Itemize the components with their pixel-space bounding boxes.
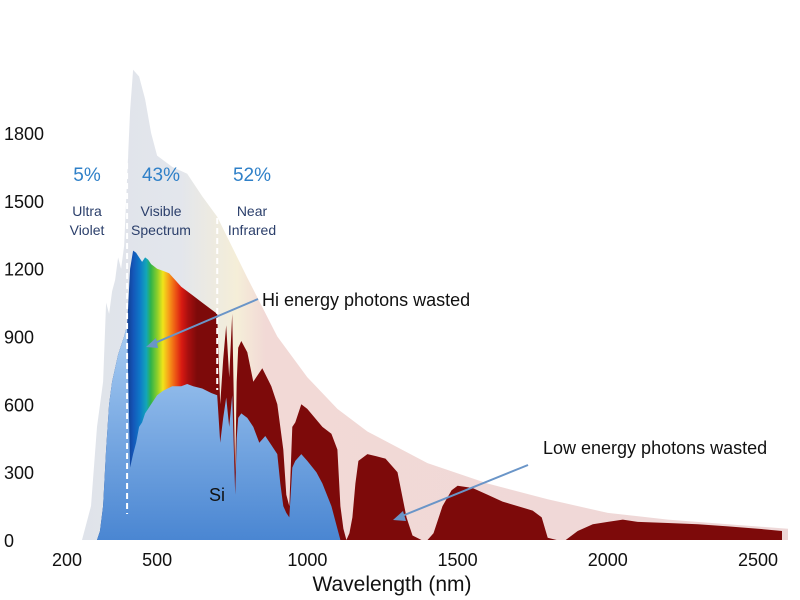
y-tick-label: 300 xyxy=(4,463,34,483)
x-axis-ticks: 200 500 1000 1500 2000 2500 xyxy=(52,550,778,570)
hi-energy-arrow xyxy=(149,298,259,346)
band-visible: 43% Visible Spectrum xyxy=(131,165,191,238)
x-tick-label: 200 xyxy=(52,550,82,570)
band-uv-percent: 5% xyxy=(73,165,101,186)
hi-energy-arrowhead xyxy=(146,338,158,348)
y-tick-label: 1200 xyxy=(4,260,44,280)
si-label: Si xyxy=(209,485,225,505)
y-tick-label: 1800 xyxy=(4,124,44,144)
band-uv: 5% Ultra Violet xyxy=(70,165,105,238)
band-ir-percent: 52% xyxy=(233,165,271,186)
low-energy-arrowhead xyxy=(393,511,406,521)
band-uv-label-line1: Ultra xyxy=(72,203,102,219)
x-tick-label: 500 xyxy=(142,550,172,570)
band-visible-label-line2: Spectrum xyxy=(131,222,191,238)
band-visible-percent: 43% xyxy=(142,165,180,186)
y-tick-label: 900 xyxy=(4,328,34,348)
y-tick-label: 0 xyxy=(4,531,14,551)
x-tick-label: 2000 xyxy=(588,550,628,570)
band-ir: 52% Near Infrared xyxy=(228,165,276,238)
x-tick-label: 1000 xyxy=(287,550,327,570)
band-visible-label-line1: Visible xyxy=(141,203,182,219)
x-tick-label: 1500 xyxy=(438,550,478,570)
x-tick-label: 2500 xyxy=(738,550,778,570)
plot-area xyxy=(82,69,788,540)
y-axis-ticks: 0 300 600 900 1200 1500 1800 xyxy=(4,124,44,551)
low-energy-annotation: Low energy photons wasted xyxy=(543,438,767,458)
x-axis-label: Wavelength (nm) xyxy=(312,573,471,596)
band-uv-label-line2: Violet xyxy=(70,222,105,238)
hi-energy-annotation: Hi energy photons wasted xyxy=(262,290,470,310)
band-ir-label-line1: Near xyxy=(237,203,268,219)
low-energy-arrow xyxy=(396,464,529,519)
si-absorbed-area xyxy=(97,325,341,540)
band-ir-label-line2: Infrared xyxy=(228,222,276,238)
y-tick-label: 1500 xyxy=(4,192,44,212)
y-tick-label: 600 xyxy=(4,395,34,415)
